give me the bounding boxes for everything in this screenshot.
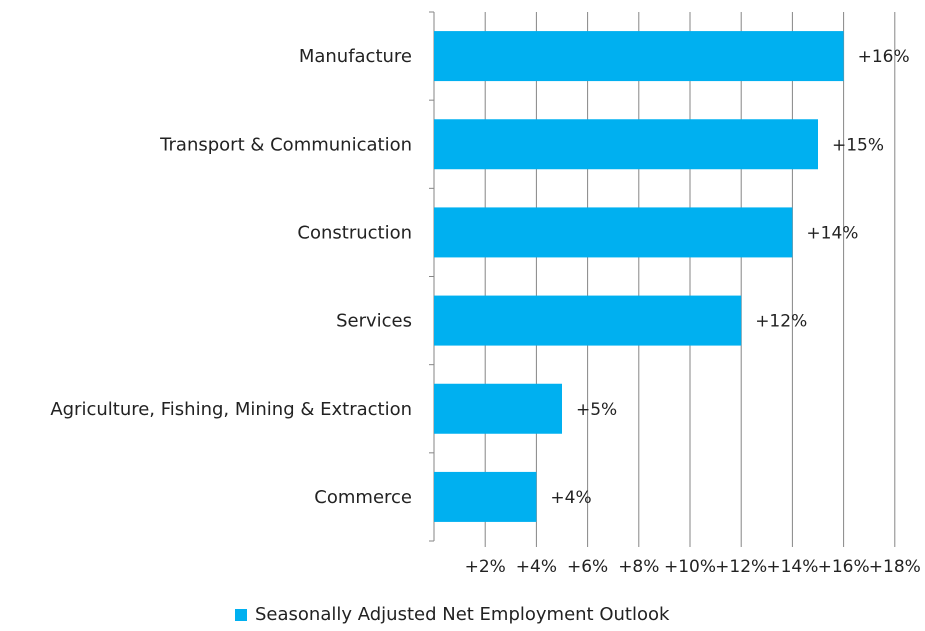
data-label: +4%	[550, 488, 591, 508]
category-label: Agriculture, Fishing, Mining & Extractio…	[50, 399, 412, 420]
x-tick-label: +4%	[516, 557, 557, 577]
data-label: +5%	[576, 400, 617, 420]
category-label: Manufacture	[299, 46, 412, 67]
data-label: +12%	[755, 312, 807, 332]
x-tick-label: +10%	[664, 557, 716, 577]
x-tick-label: +16%	[818, 557, 870, 577]
bar	[434, 295, 742, 346]
category-label: Commerce	[314, 487, 412, 508]
x-tick-label: +2%	[465, 557, 506, 577]
x-axis-tick-labels: +2% +4% +6% +8% +10% +12% +14% +16% +18%	[465, 557, 921, 577]
x-tick-label: +8%	[618, 557, 659, 577]
bar	[434, 471, 537, 522]
data-labels: +16% +15% +14% +12% +5% +4%	[550, 47, 909, 508]
legend-label: Seasonally Adjusted Net Employment Outlo…	[255, 604, 670, 625]
bar	[434, 207, 793, 258]
data-label: +14%	[806, 223, 858, 243]
category-label: Services	[336, 311, 412, 332]
x-tick-label: +14%	[766, 557, 818, 577]
x-tick-label: +6%	[567, 557, 608, 577]
legend-swatch	[235, 608, 247, 621]
gridlines	[429, 11, 896, 547]
x-tick-label: +12%	[715, 557, 767, 577]
data-label: +16%	[858, 47, 910, 67]
category-label: Construction	[297, 222, 412, 243]
bar	[434, 31, 844, 82]
legend: Seasonally Adjusted Net Employment Outlo…	[235, 604, 669, 625]
category-label: Transport & Communication	[159, 134, 412, 155]
bars	[434, 31, 844, 522]
data-label: +15%	[832, 135, 884, 155]
bar	[434, 383, 562, 434]
bar	[434, 119, 818, 170]
category-labels: Manufacture Transport & Communication Cons…	[50, 46, 412, 508]
x-tick-label: +18%	[869, 557, 921, 577]
